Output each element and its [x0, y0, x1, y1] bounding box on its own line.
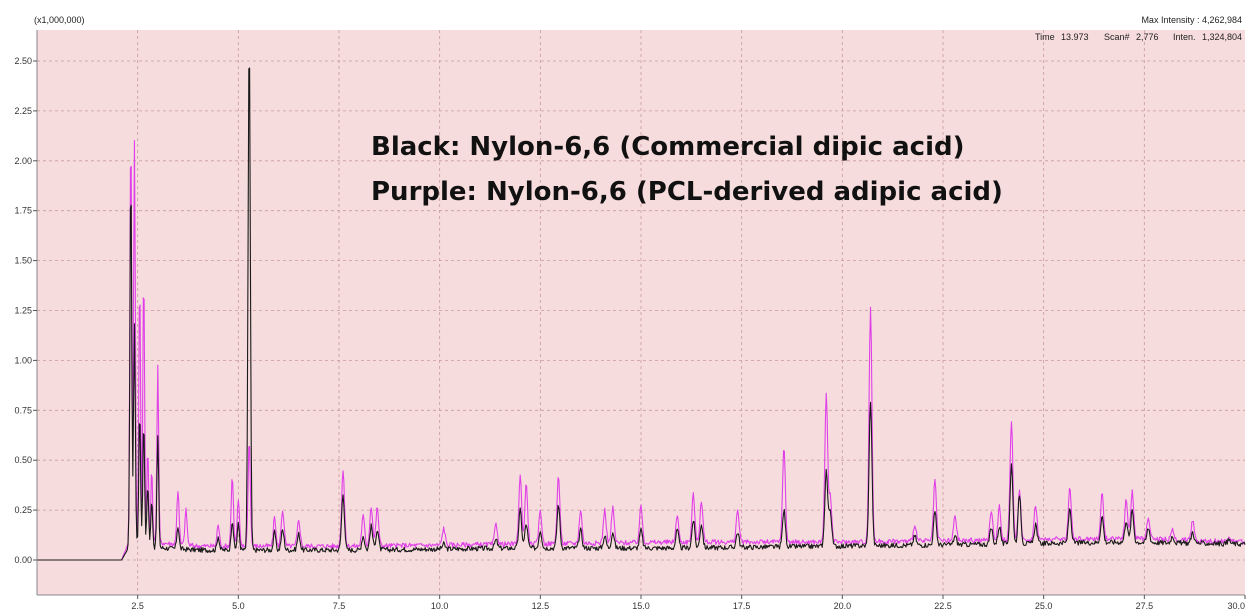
x-tick-label: 12.5 — [532, 601, 550, 611]
time-value: 13.973 — [1061, 32, 1089, 42]
grid — [37, 30, 1245, 595]
inten-value: 1,324,804 — [1202, 32, 1242, 42]
scale-label: (x1,000,000) — [34, 15, 85, 25]
y-tick-label: 2.50 — [14, 56, 32, 66]
series-line-purple — [37, 140, 1246, 561]
y-tick-label: 1.00 — [14, 355, 32, 365]
y-tick-label: 1.50 — [14, 256, 32, 266]
x-tick-label: 20.0 — [834, 601, 852, 611]
x-tick-label: 10.0 — [431, 601, 449, 611]
x-tick-label: 17.5 — [733, 601, 751, 611]
legend-black-text: Black: Nylon-6,6 (Commercial dipic acid) — [371, 132, 965, 162]
scan-value: 2,776 — [1136, 32, 1159, 42]
series-group — [37, 67, 1246, 561]
x-tick-label: 2.5 — [131, 601, 144, 611]
y-tick-label: 0.25 — [14, 505, 32, 515]
y-tick-label: 0.50 — [14, 455, 32, 465]
x-tick-label: 22.5 — [934, 601, 952, 611]
x-tick-label: 30.0 — [1227, 601, 1245, 611]
time-label: Time — [1035, 32, 1055, 42]
x-axis-ticks: 2.5 5.0 7.5 10.0 12.5 15.0 17.5 20.0 22.5 25.0 27.… — [131, 595, 1246, 611]
series-line-black — [37, 67, 1246, 561]
max-intensity-label: Max Intensity : 4,262,984 — [1141, 15, 1242, 25]
y-tick-label: 0.75 — [14, 405, 32, 415]
y-axis-ticks: 0.00 0.25 0.50 0.75 1.00 1.25 1.50 1.75 2.00 2.25… — [14, 56, 37, 565]
x-tick-label: 25.0 — [1035, 601, 1053, 611]
inten-label: Inten. — [1173, 32, 1196, 42]
y-tick-label: 2.00 — [14, 156, 32, 166]
y-tick-label: 1.75 — [14, 206, 32, 216]
scan-label: Scan# — [1104, 32, 1130, 42]
x-tick-label: 5.0 — [232, 601, 245, 611]
y-tick-label: 2.25 — [14, 106, 32, 116]
legend-purple-text: Purple: Nylon-6,6 (PCL-derived adipic ac… — [371, 177, 1003, 207]
x-tick-label: 27.5 — [1136, 601, 1154, 611]
x-tick-label: 7.5 — [333, 601, 346, 611]
x-tick-label: 15.0 — [632, 601, 650, 611]
y-tick-label: 0.00 — [14, 555, 32, 565]
y-tick-label: 1.25 — [14, 306, 32, 316]
